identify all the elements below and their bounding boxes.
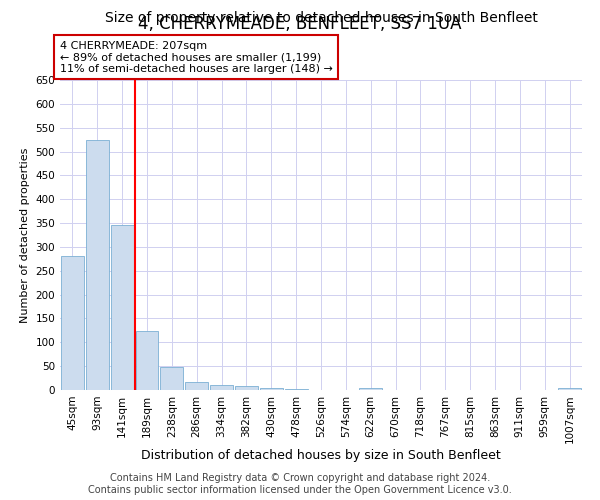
Text: Contains HM Land Registry data © Crown copyright and database right 2024.
Contai: Contains HM Land Registry data © Crown c… xyxy=(88,474,512,495)
Bar xyxy=(86,140,109,390)
Bar xyxy=(558,388,581,390)
Bar xyxy=(185,382,208,390)
Bar xyxy=(359,388,382,390)
Bar xyxy=(210,385,233,390)
Text: 4 CHERRYMEADE: 207sqm
← 89% of detached houses are smaller (1,199)
11% of semi-d: 4 CHERRYMEADE: 207sqm ← 89% of detached … xyxy=(60,40,333,74)
Text: 4, CHERRYMEADE, BENFLEET, SS7 1UA: 4, CHERRYMEADE, BENFLEET, SS7 1UA xyxy=(138,15,462,33)
Bar xyxy=(160,367,183,390)
X-axis label: Distribution of detached houses by size in South Benfleet: Distribution of detached houses by size … xyxy=(141,449,501,462)
Bar xyxy=(285,388,308,390)
Bar xyxy=(260,388,283,390)
Y-axis label: Number of detached properties: Number of detached properties xyxy=(20,148,30,322)
Bar xyxy=(61,256,84,390)
Bar xyxy=(235,386,258,390)
Bar xyxy=(111,224,134,390)
Bar xyxy=(136,332,158,390)
Title: Size of property relative to detached houses in South Benfleet: Size of property relative to detached ho… xyxy=(104,10,538,24)
